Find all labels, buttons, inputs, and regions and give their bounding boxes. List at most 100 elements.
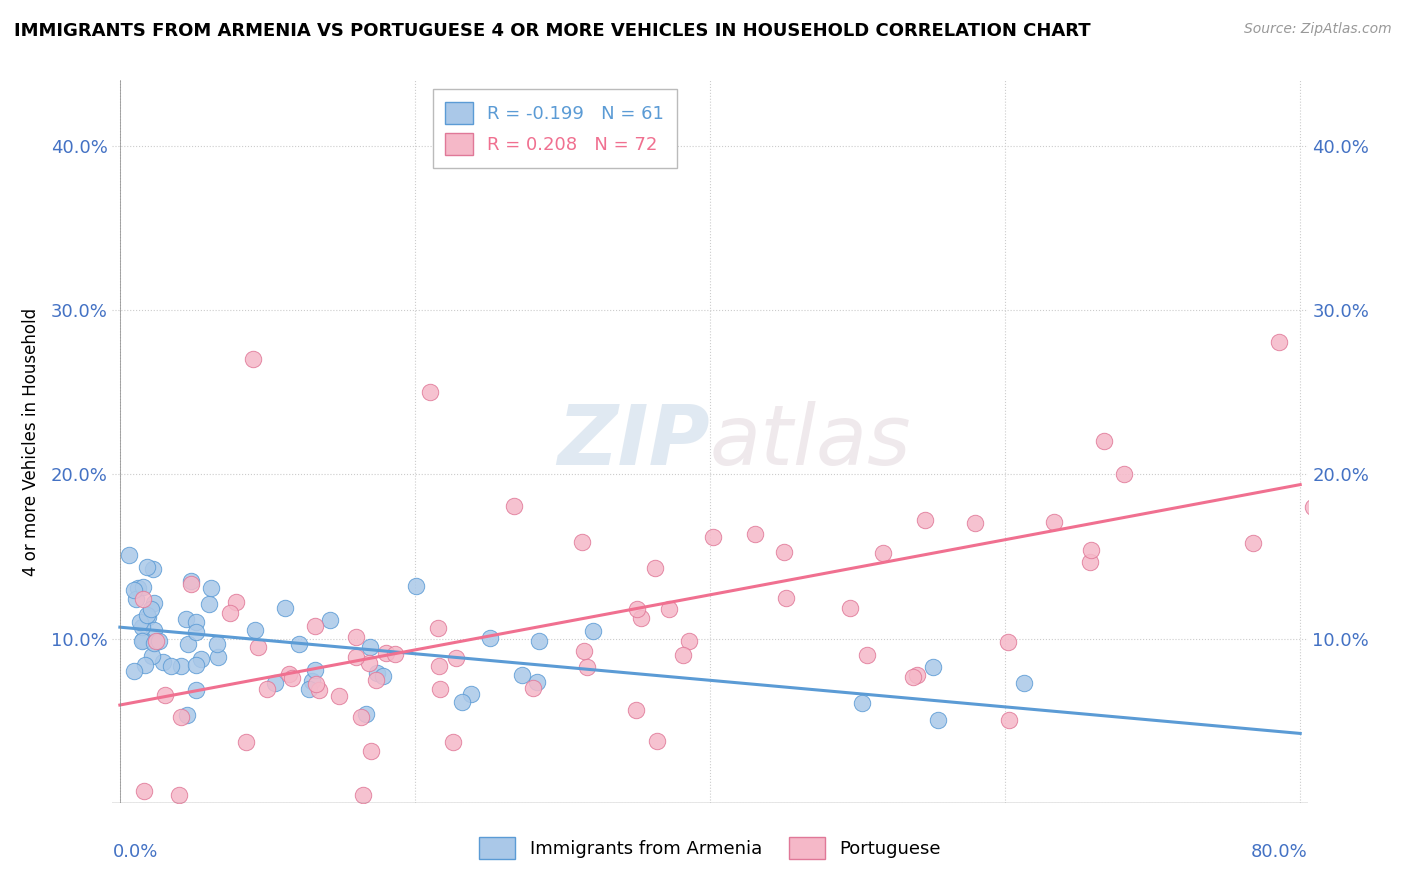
Point xyxy=(366,673,388,687)
Point xyxy=(242,352,264,367)
Point xyxy=(479,631,502,645)
Point xyxy=(366,666,388,681)
Point xyxy=(1302,500,1324,514)
Point xyxy=(375,646,398,660)
Point xyxy=(630,611,652,625)
Point xyxy=(647,734,669,748)
Point xyxy=(135,559,157,574)
Point xyxy=(914,512,936,526)
Point xyxy=(122,582,145,597)
Text: 0.0%: 0.0% xyxy=(112,843,157,861)
Point xyxy=(170,710,193,724)
Point xyxy=(350,709,373,723)
Point xyxy=(304,618,326,632)
Y-axis label: 4 or more Vehicles in Household: 4 or more Vehicles in Household xyxy=(21,308,39,575)
Text: Source: ZipAtlas.com: Source: ZipAtlas.com xyxy=(1244,22,1392,37)
Point xyxy=(160,659,183,673)
Point xyxy=(132,633,155,648)
Point xyxy=(225,595,247,609)
Text: ZIP: ZIP xyxy=(557,401,710,482)
Text: atlas: atlas xyxy=(710,401,911,482)
Point xyxy=(997,635,1019,649)
Point xyxy=(657,602,679,616)
Point xyxy=(155,688,177,702)
Point xyxy=(527,633,550,648)
Point xyxy=(198,597,221,611)
Point xyxy=(405,579,427,593)
Point xyxy=(180,574,202,588)
Point xyxy=(855,648,877,662)
Point xyxy=(384,647,406,661)
Point xyxy=(903,671,925,685)
Point xyxy=(998,713,1021,727)
Point xyxy=(132,591,155,606)
Point xyxy=(354,706,377,721)
Point xyxy=(142,562,165,576)
Point xyxy=(360,744,382,758)
Point xyxy=(132,580,155,594)
Point xyxy=(1309,474,1331,488)
Point xyxy=(427,621,450,635)
Point xyxy=(419,385,441,400)
Point xyxy=(219,606,242,620)
Point xyxy=(838,600,860,615)
Point xyxy=(142,623,165,637)
Point xyxy=(574,644,596,658)
Point xyxy=(626,602,648,616)
Point xyxy=(243,623,266,637)
Point xyxy=(1112,467,1135,481)
Point xyxy=(1042,515,1064,529)
Point xyxy=(200,582,222,596)
Point xyxy=(180,577,202,591)
Point xyxy=(626,703,648,717)
Point xyxy=(167,788,190,802)
Point xyxy=(352,788,374,802)
Point xyxy=(184,658,207,673)
Point xyxy=(775,591,797,606)
Point xyxy=(143,635,166,649)
Point xyxy=(702,530,724,544)
Point xyxy=(450,695,472,709)
Point xyxy=(127,581,149,595)
Point xyxy=(184,615,207,630)
Point xyxy=(359,656,381,670)
Point xyxy=(145,633,167,648)
Point xyxy=(1080,543,1102,558)
Point xyxy=(773,544,796,558)
Point xyxy=(1343,505,1365,519)
Point xyxy=(273,600,295,615)
Point xyxy=(281,671,304,685)
Text: 80.0%: 80.0% xyxy=(1251,843,1308,861)
Point xyxy=(184,683,207,698)
Point xyxy=(308,682,330,697)
Point xyxy=(1315,436,1337,450)
Point xyxy=(122,664,145,678)
Point xyxy=(131,634,153,648)
Point xyxy=(277,666,299,681)
Point xyxy=(359,640,381,654)
Point xyxy=(134,657,156,672)
Point xyxy=(319,613,342,627)
Point xyxy=(344,650,367,665)
Point xyxy=(128,615,150,630)
Point xyxy=(1012,675,1035,690)
Point xyxy=(905,667,928,681)
Legend: Immigrants from Armenia, Portuguese: Immigrants from Armenia, Portuguese xyxy=(472,830,948,866)
Point xyxy=(441,735,464,749)
Point xyxy=(678,634,700,648)
Point xyxy=(1392,147,1406,161)
Point xyxy=(246,640,269,654)
Point xyxy=(301,673,323,688)
Point xyxy=(190,652,212,666)
Point xyxy=(872,546,894,560)
Point xyxy=(148,634,170,648)
Point xyxy=(256,681,278,696)
Point xyxy=(304,663,326,677)
Point xyxy=(235,735,257,749)
Point xyxy=(373,669,395,683)
Point xyxy=(460,687,482,701)
Point xyxy=(134,784,156,798)
Point xyxy=(328,689,350,703)
Point xyxy=(444,650,467,665)
Point xyxy=(582,624,605,639)
